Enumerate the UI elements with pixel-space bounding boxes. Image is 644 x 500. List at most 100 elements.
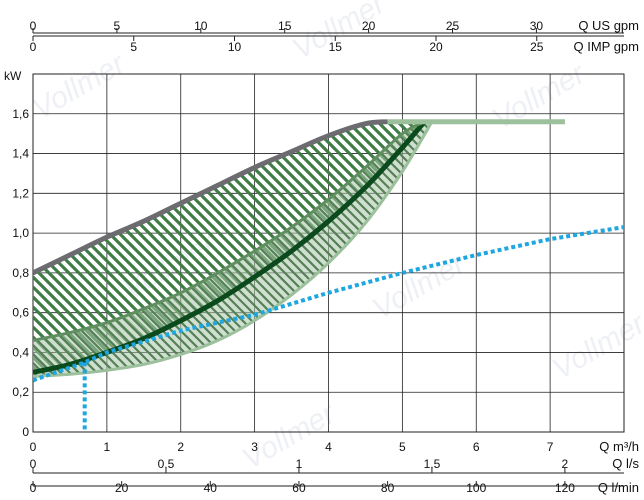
x-tick-label: 40 xyxy=(204,481,218,495)
band-hatch-line xyxy=(635,74,644,434)
band-hatch-line xyxy=(599,74,644,434)
x-tick-label: 0 xyxy=(30,19,37,33)
x-axis-unit-label: Q IMP gpm xyxy=(573,39,639,54)
band-hatch-line xyxy=(319,121,432,377)
y-tick-label: 0,2 xyxy=(12,385,29,399)
hatch-line xyxy=(318,121,425,373)
x-tick-label: 0,5 xyxy=(158,457,175,471)
hatch-line xyxy=(328,121,425,373)
band-hatch-line xyxy=(33,121,78,377)
x-axis-unit-label: Q l/min xyxy=(598,480,639,495)
hatch-line xyxy=(33,121,312,373)
main-curve-line xyxy=(33,120,427,375)
x-tick-label: 7 xyxy=(547,440,554,454)
hatch-line xyxy=(33,121,62,373)
band-hatch-line xyxy=(464,74,644,434)
hatch-line xyxy=(640,74,644,434)
x-axis-unit-label: Q m³/h xyxy=(599,439,639,454)
x-tick-label: 0 xyxy=(30,40,37,54)
hatch-line xyxy=(440,74,644,434)
svg-text:Vollmer: Vollmer xyxy=(547,307,644,386)
y-tick-label: 1,4 xyxy=(12,147,29,161)
x-tick-label: 80 xyxy=(381,481,395,495)
x-tick-label: 30 xyxy=(530,19,544,33)
hatch-line xyxy=(610,74,644,434)
x-tick-label: 20 xyxy=(115,481,129,495)
grid xyxy=(32,73,625,433)
hatch-line xyxy=(580,74,644,434)
system-curve-line xyxy=(33,225,624,383)
x-tick-label: 15 xyxy=(329,40,343,54)
x-tick-label: 4 xyxy=(325,440,332,454)
hatch-line xyxy=(530,74,644,434)
x-tick-label: 3 xyxy=(251,440,258,454)
x-tick-label: 1 xyxy=(296,457,303,471)
hatch-line xyxy=(600,74,644,434)
x-tick-label: 25 xyxy=(446,19,460,33)
band-hatch-line xyxy=(536,74,644,434)
hatch-line xyxy=(590,74,644,434)
band-hatch-line xyxy=(617,74,644,434)
band-hatch-line xyxy=(33,121,276,377)
band-hatch-line xyxy=(626,74,644,434)
plot-frame xyxy=(32,73,625,433)
x-tick-label: 10 xyxy=(194,19,208,33)
y-tick-label: 0,4 xyxy=(12,345,29,359)
band-hatch-line xyxy=(427,121,432,377)
series-layer xyxy=(33,119,624,432)
upper-envelope-line xyxy=(33,119,388,276)
band-hatch-line xyxy=(590,74,644,434)
hatch-line xyxy=(33,121,282,373)
hatch-line xyxy=(33,121,272,373)
x-tick-label: 15 xyxy=(278,19,292,33)
band-hatch-line xyxy=(33,121,51,377)
x-tick-label: 120 xyxy=(555,481,575,495)
axes: kW 0 0,2 0,4 0,6 0,8 1,0 1,2 1,4 1,6 0 1 2 3 4 5 6 7 Q m³/… xyxy=(4,18,639,495)
x-tick-label: 10 xyxy=(228,40,242,54)
band-hatch-line xyxy=(0,74,14,434)
x-tick-label: 6 xyxy=(473,440,480,454)
band-hatch-line xyxy=(33,121,114,377)
band-hatch-line xyxy=(446,74,644,434)
hatch-line xyxy=(33,121,112,373)
hatch-line xyxy=(33,121,332,373)
band-top-line xyxy=(33,120,426,342)
x-tick-label: 25 xyxy=(530,40,544,54)
band-hatch-line xyxy=(33,121,105,377)
svg-text:Vollmer: Vollmer xyxy=(237,397,341,476)
x-tick-label: 1 xyxy=(104,440,111,454)
x-tick-label: 20 xyxy=(429,40,443,54)
band-hatch-line xyxy=(0,74,23,434)
band-bottom-line xyxy=(33,120,434,378)
hatch-line xyxy=(470,74,644,434)
hatch-line xyxy=(570,74,644,434)
hatch-line xyxy=(0,74,10,434)
band-hatch-line xyxy=(346,121,432,377)
hatch-line xyxy=(33,121,322,373)
x-axis-unit-label: Q US gpm xyxy=(578,18,639,33)
band-hatch-line xyxy=(33,121,123,377)
band-hatch-line xyxy=(0,74,32,434)
hatch-line xyxy=(33,121,302,373)
x-tick-label: 1,5 xyxy=(424,457,441,471)
x-tick-label: 20 xyxy=(362,19,376,33)
hatch-line xyxy=(33,121,52,373)
x-tick-label: 0 xyxy=(30,440,37,454)
x-tick-label: 5 xyxy=(114,19,121,33)
x-tick-label: 2 xyxy=(177,440,184,454)
x-tick-label: 5 xyxy=(399,440,406,454)
x-tick-label: 2 xyxy=(562,457,569,471)
y-tick-label: 0,6 xyxy=(12,306,29,320)
band-hatch-line xyxy=(455,74,644,434)
band-hatch-line xyxy=(518,74,644,434)
hatch-line xyxy=(33,121,262,373)
band-hatch-line xyxy=(33,121,60,377)
band-hatch-line xyxy=(572,74,644,434)
hatch-line xyxy=(630,74,644,434)
x-tick-label: 0 xyxy=(30,481,37,495)
x-tick-label: 0 xyxy=(30,457,37,471)
hatch-line xyxy=(308,121,425,373)
x-axis-unit-label: Q l/s xyxy=(612,456,639,471)
y-tick-label: 0,8 xyxy=(12,266,29,280)
band-hatch-line xyxy=(527,74,644,434)
